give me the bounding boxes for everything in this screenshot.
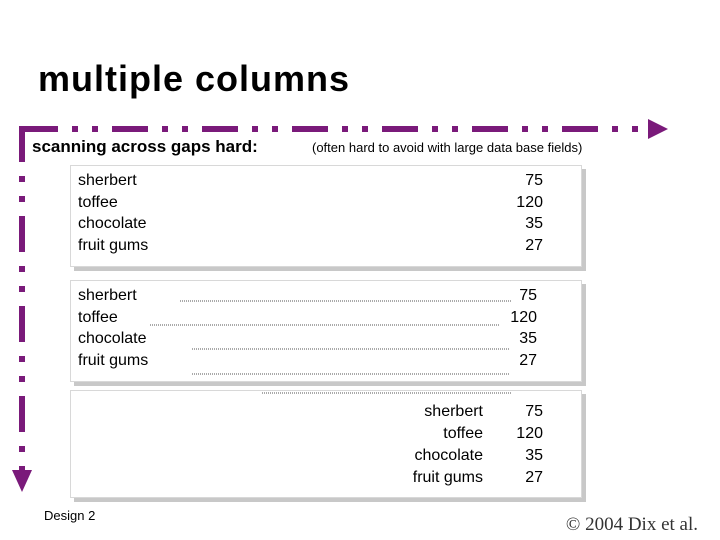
- footer-label: Design 2: [44, 508, 96, 523]
- item-value: 120: [516, 193, 543, 211]
- item-value: 120: [510, 308, 537, 326]
- item-name: sherbert: [78, 172, 137, 189]
- item-value: 35: [519, 330, 537, 347]
- item-value: 27: [519, 351, 537, 369]
- item-value: 120: [516, 425, 543, 442]
- item-value: 27: [525, 236, 543, 254]
- arrow-head: [12, 470, 32, 492]
- arrow-head: [648, 119, 668, 139]
- item-value: 27: [525, 469, 543, 486]
- item-name: toffee: [443, 425, 483, 442]
- panel: [70, 390, 582, 498]
- item-value: 75: [519, 287, 537, 304]
- item-value: 35: [525, 447, 543, 464]
- panel: [70, 165, 582, 267]
- item-name: sherbert: [78, 287, 137, 304]
- item-name: fruit gums: [78, 351, 149, 369]
- item-name: chocolate: [78, 330, 147, 347]
- item-value: 75: [525, 172, 543, 189]
- title: multiple columns: [38, 58, 351, 99]
- item-name: chocolate: [78, 215, 147, 232]
- item-name: fruit gums: [412, 469, 483, 486]
- copyright: © 2004 Dix et al.: [565, 514, 698, 535]
- note: (often hard to avoid with large data bas…: [312, 140, 583, 155]
- item-name: chocolate: [414, 447, 484, 464]
- item-name: fruit gums: [78, 236, 149, 254]
- item-value: 35: [525, 215, 543, 232]
- item-name: toffee: [78, 308, 118, 326]
- item-name: sherbert: [424, 403, 483, 420]
- item-name: toffee: [78, 193, 118, 211]
- item-value: 75: [525, 403, 543, 420]
- subtitle: scanning across gaps hard:: [32, 137, 258, 156]
- panel: [70, 280, 582, 382]
